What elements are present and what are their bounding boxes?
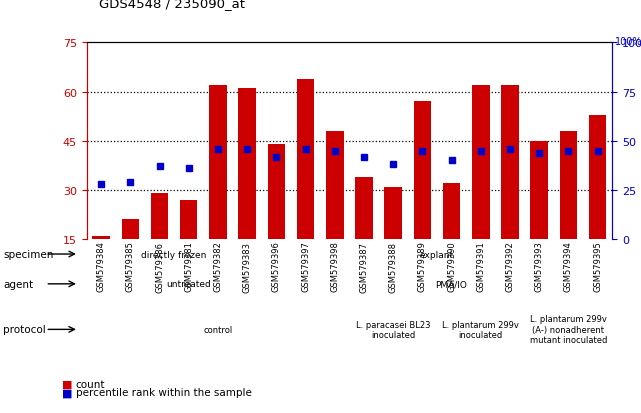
Bar <box>326 132 344 240</box>
Text: PMA/IO: PMA/IO <box>436 280 467 289</box>
Text: agent: agent <box>3 279 33 289</box>
Bar <box>530 142 548 240</box>
Text: L. paracasei BL23
inoculated: L. paracasei BL23 inoculated <box>356 320 430 339</box>
Bar <box>560 132 577 240</box>
Bar <box>501 86 519 240</box>
Text: percentile rank within the sample: percentile rank within the sample <box>76 387 251 397</box>
Bar <box>122 220 139 240</box>
Bar <box>151 194 169 240</box>
Bar <box>180 200 197 240</box>
Text: 100%: 100% <box>615 37 641 47</box>
Text: GDS4548 / 235090_at: GDS4548 / 235090_at <box>99 0 246 10</box>
Text: control: control <box>203 325 233 334</box>
Bar <box>472 86 490 240</box>
Text: L. plantarum 299v
(A-) nonadherent
mutant inoculated: L. plantarum 299v (A-) nonadherent mutan… <box>529 315 607 344</box>
Text: L. plantarum 299v
inoculated: L. plantarum 299v inoculated <box>442 320 519 339</box>
Text: protocol: protocol <box>3 325 46 335</box>
Bar <box>355 178 372 240</box>
Text: specimen: specimen <box>3 249 54 259</box>
Bar <box>589 115 606 240</box>
Bar <box>92 236 110 240</box>
Text: directly frozen: directly frozen <box>142 250 207 259</box>
Bar <box>413 102 431 240</box>
Text: ■: ■ <box>62 387 72 397</box>
Bar <box>209 86 227 240</box>
Text: count: count <box>76 379 105 389</box>
Bar <box>267 145 285 240</box>
Text: untreated: untreated <box>167 280 211 289</box>
Text: explant: explant <box>420 250 454 259</box>
Bar <box>443 184 460 240</box>
Text: ■: ■ <box>62 379 72 389</box>
Bar <box>238 89 256 240</box>
Bar <box>297 79 314 240</box>
Bar <box>385 187 402 240</box>
